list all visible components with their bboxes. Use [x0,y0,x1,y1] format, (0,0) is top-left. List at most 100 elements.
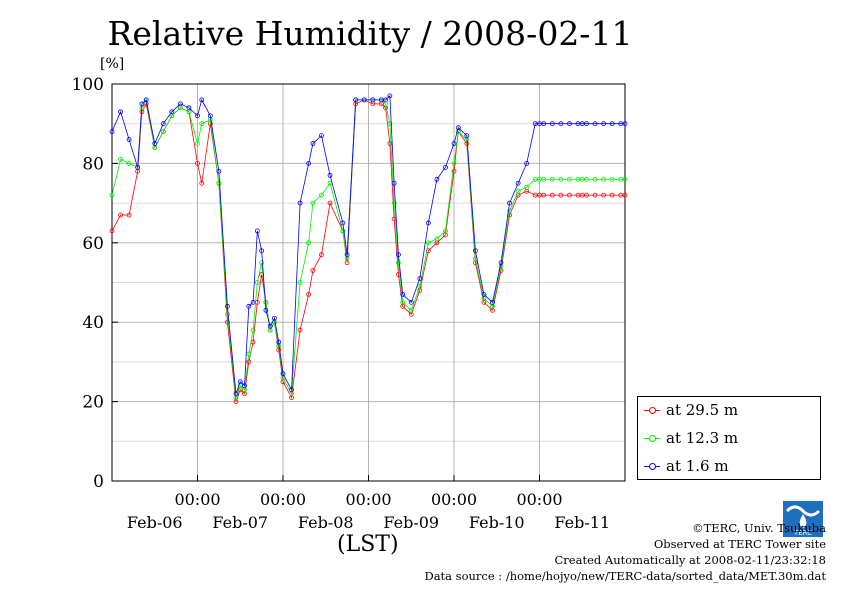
legend-marker-blue [644,462,660,470]
data-point [310,268,316,273]
data-point [417,284,423,289]
data-point [118,109,123,115]
data-point [280,371,286,377]
data-point [541,192,547,198]
data-point [126,137,132,142]
data-point [592,121,598,127]
data-point [199,97,205,103]
y-tick-label: 80 [82,154,104,174]
chart-title: Relative Humidity / 2008-02-11 [107,14,633,53]
data-point [549,121,555,127]
data-point [259,260,265,266]
data-point [464,133,470,139]
data-point [297,200,303,206]
x-date-label: Feb-09 [383,513,439,532]
data-point [306,240,312,246]
x-date-label: Feb-10 [469,513,525,532]
data-point [558,192,564,198]
terc-logo: TERC [783,501,823,537]
data-point [109,228,115,234]
data-point [126,212,132,218]
data-point [195,141,200,146]
data-point [344,252,350,258]
data-point [549,176,555,182]
data-point [434,176,440,182]
data-point [216,180,222,186]
data-point [237,379,243,385]
data-point [443,228,448,234]
data-point [250,299,256,305]
data-point [396,260,401,266]
data-point [361,97,367,103]
copyright-text: ©TERC, Univ. Tsukuba [692,521,826,535]
x-date-label: Feb-08 [298,513,354,532]
data-point [319,252,324,258]
data-point [267,323,273,329]
x-date-label: Feb-06 [127,513,183,532]
data-point [584,192,589,198]
data-point [289,387,294,393]
data-point [139,101,145,107]
x-tick-label: 00:00 [431,490,477,509]
data-point [451,141,457,146]
data-point [451,160,457,166]
data-point [225,303,230,309]
series-line-0 [111,99,625,402]
data-point [609,121,615,127]
data-point [417,276,423,281]
created-text: Created Automatically at 2008-02-11/23:3… [554,553,827,567]
x-tick-label: 00:00 [516,490,562,509]
data-point [524,160,530,166]
logo-text: TERC [793,529,812,537]
data-point [455,125,461,131]
data-point [400,292,406,297]
data-point [370,97,376,103]
observed-text: Observed at TERC Tower site [653,537,826,551]
data-point [451,168,457,174]
data-point [297,327,303,333]
data-point [609,176,615,182]
data-point [515,180,521,186]
data-point [126,160,132,166]
data-point [567,121,572,127]
data-point [272,315,277,321]
data-point [310,200,316,206]
data-point [250,327,256,333]
data-point [177,101,183,107]
y-tick-label: 100 [72,75,104,95]
data-point [481,292,487,297]
data-point [609,192,615,198]
data-point [541,121,547,127]
data-point [622,192,628,198]
data-point [443,164,448,170]
data-point [233,391,239,397]
data-point [327,172,333,178]
data-point [186,105,192,111]
legend-item-12-3m: at 12.3 m [644,427,738,449]
data-point [199,121,205,127]
plot-frame [111,83,626,482]
legend-label: at 12.3 m [666,429,739,447]
data-point [109,129,115,135]
data-point [541,176,547,182]
data-point [340,220,346,226]
data-point [425,248,431,254]
data-point [567,192,572,198]
data-point [340,228,346,234]
data-point [425,220,431,226]
data-point [408,299,414,305]
data-point [567,176,572,182]
data-point [263,299,269,305]
data-point [584,121,589,127]
data-point [152,141,158,146]
data-point [306,160,312,166]
data-point [498,260,504,266]
y-tick-label: 40 [82,313,104,333]
data-point [310,141,316,146]
data-point [507,208,512,214]
data-point [507,200,512,206]
x-date-label: Feb-07 [212,513,268,532]
data-point [297,280,303,285]
data-point [353,97,359,103]
data-point [276,339,282,345]
